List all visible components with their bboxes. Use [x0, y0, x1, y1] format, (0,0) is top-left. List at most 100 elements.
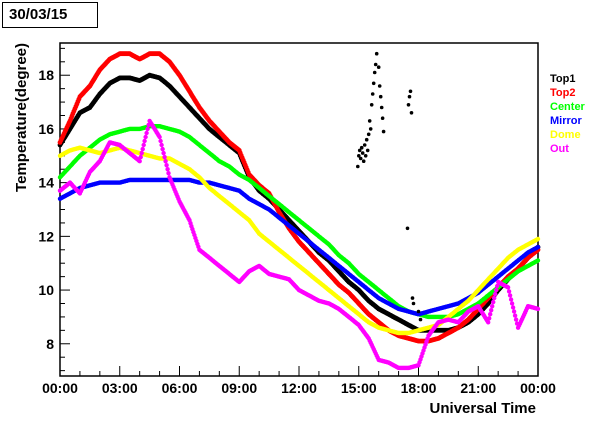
x-axis-title: Universal Time [430, 400, 536, 417]
outlier-point [405, 226, 410, 231]
data-point [487, 316, 492, 321]
legend-item-top1: Top1 [550, 73, 575, 85]
data-point [535, 258, 541, 263]
data-point [508, 297, 514, 302]
y-axis-title: Temperature(degree) [13, 43, 30, 192]
outlier-point [380, 116, 385, 120]
data-point [165, 167, 170, 172]
data-point [495, 283, 500, 289]
y-tick-label: 10 [38, 282, 54, 298]
legend-item-center: Center [550, 101, 586, 113]
legend-item-mirror: Mirror [550, 115, 583, 127]
x-tick-label: 03:00 [102, 380, 138, 396]
series-out [57, 118, 541, 371]
outlier-point [409, 111, 414, 115]
data-point [138, 154, 143, 160]
y-tick-label: 18 [38, 67, 54, 83]
outlier-point [358, 156, 363, 161]
data-point [139, 150, 144, 156]
outlier-point [359, 145, 364, 150]
data-point [140, 146, 145, 152]
data-point [141, 142, 146, 148]
outlier-point [366, 132, 371, 137]
y-tick-label: 12 [38, 228, 54, 244]
outlier-point [368, 127, 373, 131]
outlier-point [364, 137, 369, 142]
x-tick-label: 18:00 [401, 380, 437, 396]
outlier-point [410, 296, 415, 300]
data-point [157, 134, 162, 140]
data-point [159, 142, 164, 148]
outlier-point [357, 148, 362, 153]
data-point [160, 146, 165, 152]
outlier-point [378, 94, 383, 99]
outlier-point [365, 148, 370, 153]
outlier-point [406, 103, 411, 107]
data-point [162, 154, 167, 160]
data-point [489, 308, 494, 313]
outlier-point [361, 159, 366, 163]
data-point [494, 287, 499, 293]
data-point [142, 138, 147, 144]
outlier-point [360, 151, 365, 155]
data-point [145, 126, 150, 132]
data-point [535, 244, 541, 250]
data-point [137, 159, 142, 164]
outlier-point [376, 65, 381, 69]
outlier-point [370, 92, 375, 96]
y-tick-label: 14 [38, 175, 54, 191]
data-point [507, 293, 513, 298]
data-point [535, 236, 541, 242]
series-top1 [57, 72, 541, 333]
series-mirror [57, 177, 541, 317]
data-point [492, 295, 497, 301]
data-point [510, 305, 516, 310]
outlier-point [408, 89, 413, 94]
data-point [513, 317, 519, 322]
outlier-point [411, 301, 416, 306]
outlier-point [363, 154, 368, 158]
outlier-point [407, 94, 412, 99]
data-point [512, 313, 518, 318]
data-point [509, 301, 515, 306]
data-point [493, 291, 498, 297]
x-tick-label: 12:00 [281, 380, 317, 396]
outlier-point [379, 105, 384, 110]
data-point [535, 306, 541, 312]
data-point [486, 320, 491, 325]
legend-item-dome: Dome [550, 129, 581, 141]
data-point [166, 171, 171, 176]
series-layer [57, 51, 541, 371]
outlier-point [372, 70, 377, 75]
outlier-point [377, 84, 382, 88]
outlier-point [367, 119, 372, 123]
data-point [505, 285, 511, 290]
data-point [158, 138, 163, 144]
outlier-point [371, 81, 376, 86]
legend: Top1 Top2 Center Mirror Dome Out [550, 73, 586, 155]
x-tick-label: 15:00 [341, 380, 377, 396]
data-point [490, 304, 495, 309]
data-point [161, 150, 166, 156]
legend-item-out: Out [550, 143, 569, 155]
outlier-point [369, 103, 374, 107]
outlier-point [416, 309, 421, 314]
axes: 00:00 03:00 06:00 09:00 12:00 15:00 18:00 21:00… [38, 47, 556, 396]
data-point [164, 163, 169, 168]
outlier-point [362, 143, 367, 147]
outlier-point [381, 129, 386, 134]
outlier-point [373, 62, 378, 67]
outlier-point [418, 317, 423, 322]
date-label: 30/03/15 [2, 2, 98, 28]
x-tick-label: 00:00 [42, 380, 78, 396]
x-tick-label: 21:00 [460, 380, 496, 396]
y-tick-label: 16 [38, 121, 54, 137]
outlier-point [356, 164, 360, 169]
outlier-point [357, 154, 361, 158]
data-point [488, 312, 493, 317]
data-point [511, 309, 517, 314]
data-point [491, 299, 496, 305]
x-tick-label: 00:00 [520, 380, 556, 396]
y-tick-label: 8 [46, 336, 54, 352]
